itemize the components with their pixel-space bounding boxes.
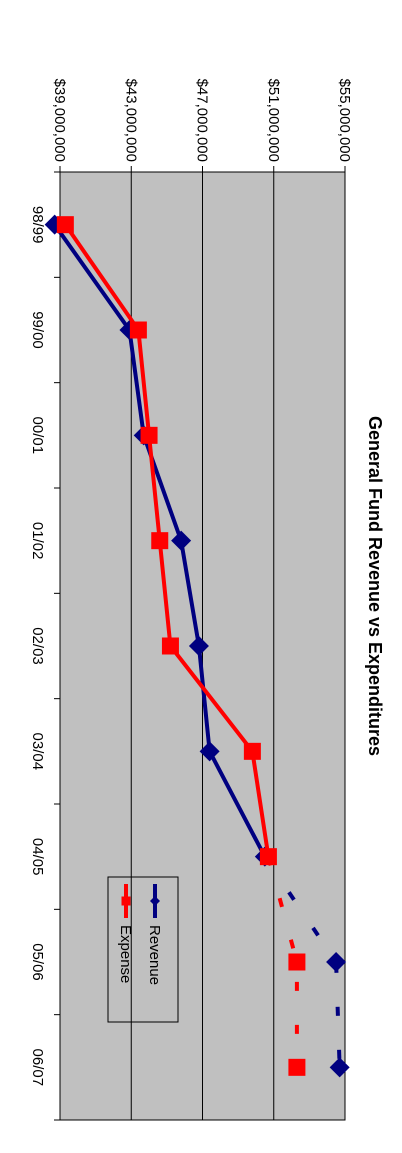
expense-point [161, 637, 179, 655]
x-tick-label: 06/07 [29, 1049, 46, 1087]
legend-revenue-label: Revenue [146, 925, 163, 985]
x-axis-ticks: 98/99 99/00 00/01 01/02 02/03 03/04 04/05 05/06… [29, 171, 60, 1121]
expense-point [259, 848, 277, 866]
chart-title: General Fund Revenue vs Expenditures [365, 416, 385, 756]
x-tick-label: 04/05 [29, 838, 46, 876]
x-tick-label: 01/02 [29, 522, 46, 560]
legend-revenue-marker [150, 896, 160, 906]
revenue-point [188, 636, 209, 656]
expense-point [288, 953, 306, 971]
revenue-point [171, 530, 192, 551]
y-tick-label: $43,000,000 [122, 79, 139, 162]
y-tick-label: $47,000,000 [194, 79, 211, 162]
expense-point [151, 532, 169, 550]
revenue-point [199, 741, 220, 762]
legend-box [107, 876, 179, 1023]
revenue-point [329, 1057, 350, 1078]
series-layer [44, 214, 350, 1078]
y-tick-label: $39,000,000 [51, 79, 68, 162]
revenue-point [326, 952, 347, 972]
expense-point [129, 321, 147, 339]
x-tick-label: 03/04 [29, 733, 46, 771]
expense-point [56, 216, 74, 234]
x-tick-label: 98/99 [29, 206, 46, 244]
x-tick-label: 02/03 [29, 627, 46, 665]
expense-point [243, 742, 261, 760]
y-tick-label: $55,000,000 [336, 79, 353, 162]
y-axis-ticks: $39,000,000 $43,000,000 $47,000,000 $51,000… [51, 79, 353, 172]
legend: Revenue Expense [107, 876, 179, 1023]
y-tick-label: $51,000,000 [265, 79, 282, 162]
expense-projection-line [266, 856, 299, 1068]
x-tick-label: 05/06 [29, 943, 46, 981]
expense-point [140, 426, 158, 444]
x-tick-label: 00/01 [29, 417, 46, 455]
x-tick-label: 99/00 [29, 311, 46, 349]
expense-series [56, 216, 306, 1076]
legend-expense-label: Expense [117, 925, 134, 983]
expense-point [288, 1058, 306, 1076]
legend-expense-marker [121, 896, 131, 906]
